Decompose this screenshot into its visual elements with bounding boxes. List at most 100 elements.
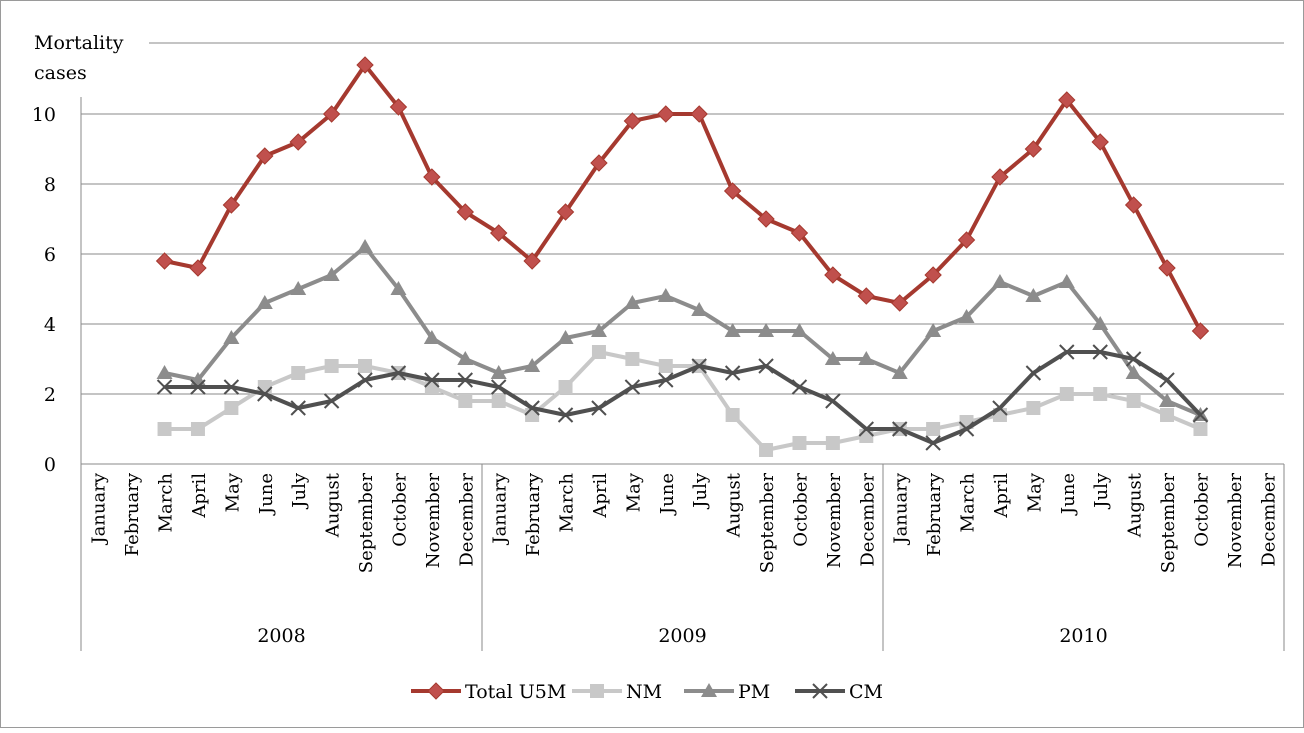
data-point	[156, 365, 173, 379]
data-point	[757, 210, 775, 228]
data-point	[290, 281, 307, 295]
data-point	[223, 379, 240, 395]
x-tick-label: January	[891, 472, 912, 545]
data-point	[157, 422, 172, 436]
x-tick-label: October	[790, 473, 811, 547]
data-point	[858, 351, 875, 365]
data-point	[624, 295, 641, 309]
legend-label: NM	[626, 681, 662, 703]
y-tick-label: 10	[32, 104, 56, 126]
x-tick-label: November	[423, 473, 444, 569]
x-axis-month-labels: January February March April May June July Augu…	[89, 472, 1280, 573]
data-point	[557, 330, 574, 344]
data-point	[1126, 394, 1141, 408]
data-point	[423, 168, 441, 186]
data-point	[591, 400, 607, 416]
x-tick-label: January	[490, 472, 511, 545]
data-point	[1191, 322, 1210, 340]
y-tick-label: 0	[44, 454, 56, 476]
series-pm	[156, 239, 1209, 421]
data-point	[524, 400, 540, 416]
y-tick-label: 8	[44, 174, 56, 196]
y-axis-title-line2: cases	[34, 62, 87, 84]
data-point	[1158, 259, 1176, 277]
legend-label: Total U5M	[465, 681, 566, 703]
data-point	[925, 323, 942, 337]
x-tick-label: September	[757, 473, 778, 574]
data-point	[691, 302, 708, 316]
x-tick-label: November	[1225, 473, 1246, 569]
data-point	[190, 379, 206, 395]
data-point	[1025, 365, 1042, 381]
x-tick-label: July	[289, 472, 310, 510]
data-point	[825, 393, 841, 409]
x-axis-year-labels: 2008 2009 2010	[257, 625, 1107, 647]
year-label: 2010	[1059, 625, 1107, 647]
data-point	[624, 379, 641, 395]
x-tick-label: October	[389, 473, 410, 547]
data-point	[625, 352, 640, 366]
x-tick-label: March	[557, 473, 578, 533]
data-point	[457, 351, 474, 365]
data-point	[958, 421, 975, 437]
data-point	[1024, 140, 1043, 158]
data-point	[824, 351, 841, 365]
data-point	[1059, 344, 1075, 360]
data-point	[690, 105, 708, 123]
data-point	[1026, 401, 1041, 415]
data-point	[357, 239, 374, 253]
data-point	[691, 358, 707, 374]
data-point	[323, 267, 340, 281]
data-point	[1059, 387, 1074, 401]
series-group	[155, 56, 1210, 457]
series-total-u5m	[155, 56, 1210, 340]
axes	[80, 97, 1285, 651]
data-point	[891, 365, 908, 379]
x-tick-label: September	[1158, 473, 1179, 574]
data-point	[859, 429, 874, 443]
x-tick-label: June	[657, 473, 678, 516]
data-point	[190, 422, 205, 436]
legend-label: PM	[738, 681, 770, 703]
data-point	[758, 323, 775, 337]
legend-item-cm: CM	[795, 681, 883, 703]
data-point	[322, 105, 341, 123]
y-tick-label: 6	[44, 244, 56, 266]
data-point	[724, 365, 741, 381]
series-nm	[157, 345, 1208, 457]
data-point	[423, 330, 440, 344]
data-point	[524, 358, 541, 372]
data-point	[323, 393, 340, 409]
x-tick-label: February	[122, 472, 143, 556]
data-point	[156, 379, 173, 395]
year-label: 2009	[658, 625, 706, 647]
data-point	[457, 372, 473, 388]
data-point	[658, 372, 674, 388]
x-tick-label: December	[456, 473, 477, 567]
data-point	[558, 380, 573, 394]
data-point	[491, 394, 506, 408]
data-point	[623, 112, 642, 130]
data-point	[357, 372, 373, 388]
x-tick-label: October	[1191, 473, 1212, 547]
data-point	[1193, 422, 1208, 436]
data-point	[591, 345, 606, 359]
legend-swatch-marker	[590, 684, 604, 698]
data-point	[957, 231, 976, 249]
data-point	[790, 224, 809, 242]
x-tick-label: September	[356, 473, 377, 574]
data-point	[1091, 133, 1109, 151]
data-point	[1092, 316, 1109, 330]
x-tick-label: July	[1091, 472, 1112, 510]
data-point	[223, 330, 240, 344]
data-point	[658, 359, 673, 373]
data-point	[424, 372, 440, 388]
data-point	[657, 288, 674, 302]
data-point	[1092, 344, 1108, 360]
legend-item-total-u5m: Total U5M	[411, 681, 566, 703]
data-point	[456, 203, 474, 221]
series-line-pm	[164, 245, 1202, 417]
data-point	[556, 203, 575, 221]
